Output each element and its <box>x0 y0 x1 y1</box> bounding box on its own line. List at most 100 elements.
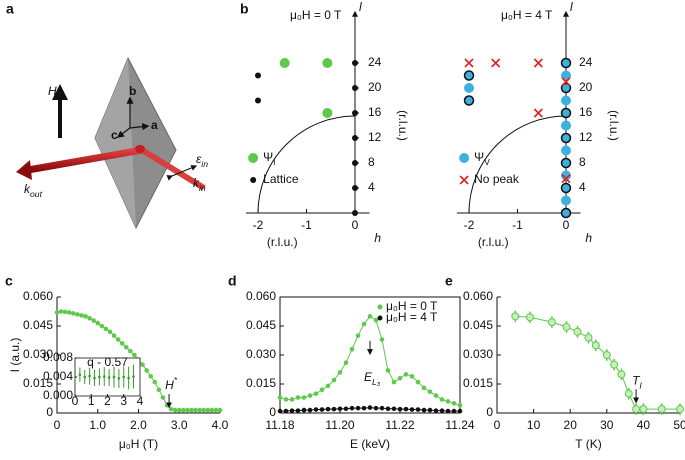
inset-point <box>78 373 82 376</box>
dot <box>352 60 358 66</box>
beam-out <box>27 146 143 174</box>
dot <box>561 183 571 193</box>
x-tick-label: 11.20 <box>325 418 354 432</box>
point <box>361 405 367 411</box>
point <box>295 408 301 413</box>
point <box>361 321 367 327</box>
field-label-main: H <box>48 84 57 98</box>
point <box>676 405 684 414</box>
l-tick-label: 8 <box>368 155 375 169</box>
y-tick-label: 0.045 <box>463 318 493 332</box>
inset-x-tick-label: 3 <box>120 394 127 408</box>
point <box>427 389 433 395</box>
dot <box>561 95 571 106</box>
h-tick-label: 0 <box>352 218 359 232</box>
point <box>617 370 626 379</box>
y-tick-label: 0 <box>46 405 53 419</box>
x-tick-label: 11.18 <box>265 418 294 432</box>
point <box>277 408 283 414</box>
point <box>421 385 427 391</box>
ring <box>560 57 572 69</box>
panel-label: a <box>6 1 14 17</box>
ring <box>560 157 572 169</box>
point <box>547 318 556 327</box>
dot <box>322 58 333 68</box>
point <box>355 333 361 338</box>
legend-label-main: Ψ <box>474 150 484 164</box>
ring <box>463 70 475 81</box>
point <box>415 379 421 385</box>
point <box>591 341 600 350</box>
y-tick-label: 0 <box>269 405 276 419</box>
point <box>573 327 582 336</box>
point <box>373 317 379 323</box>
point <box>331 377 337 383</box>
k-out-label: kout <box>24 182 43 199</box>
point <box>58 309 64 314</box>
point <box>562 322 571 331</box>
k-in-label-sub: in <box>199 183 206 193</box>
l-tick-label: 16 <box>368 105 382 119</box>
point <box>123 344 129 350</box>
annotation: H* <box>165 375 178 392</box>
l-tick-label: 8 <box>579 155 586 169</box>
x-tick-label: 10 <box>527 418 541 432</box>
l-axis-label: l <box>570 0 573 14</box>
l-tick-label: 24 <box>368 55 382 69</box>
point <box>289 408 295 413</box>
point <box>62 309 68 315</box>
unit-label: (r.l.u.) <box>607 110 621 141</box>
point <box>457 402 463 408</box>
l-tick-label: 16 <box>579 105 593 119</box>
beam-out-head <box>16 160 32 180</box>
h-tick-label: -2 <box>464 218 475 232</box>
dot <box>561 208 571 218</box>
y-tick-label: 0.030 <box>246 347 276 361</box>
point <box>307 407 313 413</box>
ring <box>463 95 475 106</box>
legend-label: μ₀H = 0 T <box>386 299 438 313</box>
point <box>115 337 121 342</box>
point <box>451 408 457 414</box>
point <box>325 406 331 412</box>
x-tick-label: 4.0 <box>212 418 229 432</box>
ring <box>560 107 572 119</box>
dot <box>561 120 571 131</box>
point <box>624 389 633 398</box>
cross <box>561 174 571 184</box>
point <box>313 391 319 396</box>
annotation-sub: I <box>639 381 642 391</box>
dot <box>352 110 358 116</box>
ring <box>560 82 572 94</box>
l-tick-label: 12 <box>579 130 593 144</box>
h-tick-label: -1 <box>301 218 312 232</box>
boundary-arc <box>468 115 567 214</box>
inset-point <box>93 376 96 380</box>
legend-label: No peak <box>474 172 520 186</box>
panel-label: e <box>445 273 453 289</box>
dot <box>322 108 333 118</box>
annotation: TI <box>632 373 642 390</box>
point <box>111 333 117 338</box>
x-tick-label: 3.0 <box>171 418 188 432</box>
l-tick-label: 20 <box>368 80 382 94</box>
annotation-main: H <box>165 378 174 392</box>
l-tick-label: 24 <box>579 55 593 69</box>
field-arrow-head <box>52 84 68 100</box>
point <box>397 406 403 412</box>
x-tick-label: 2.0 <box>130 418 147 432</box>
point <box>457 408 463 414</box>
legend-marker <box>377 315 383 321</box>
k-in-label-main: k <box>193 176 200 190</box>
x-axis-label: μ₀H (T) <box>119 437 158 451</box>
point <box>367 405 373 410</box>
annotation-sub: L₃ <box>372 377 381 387</box>
y-tick-label: 0 <box>486 405 493 419</box>
point <box>277 395 283 400</box>
point <box>415 407 421 412</box>
inset-point <box>112 375 116 379</box>
dot <box>352 185 358 191</box>
point <box>168 406 174 412</box>
dot <box>561 145 571 156</box>
